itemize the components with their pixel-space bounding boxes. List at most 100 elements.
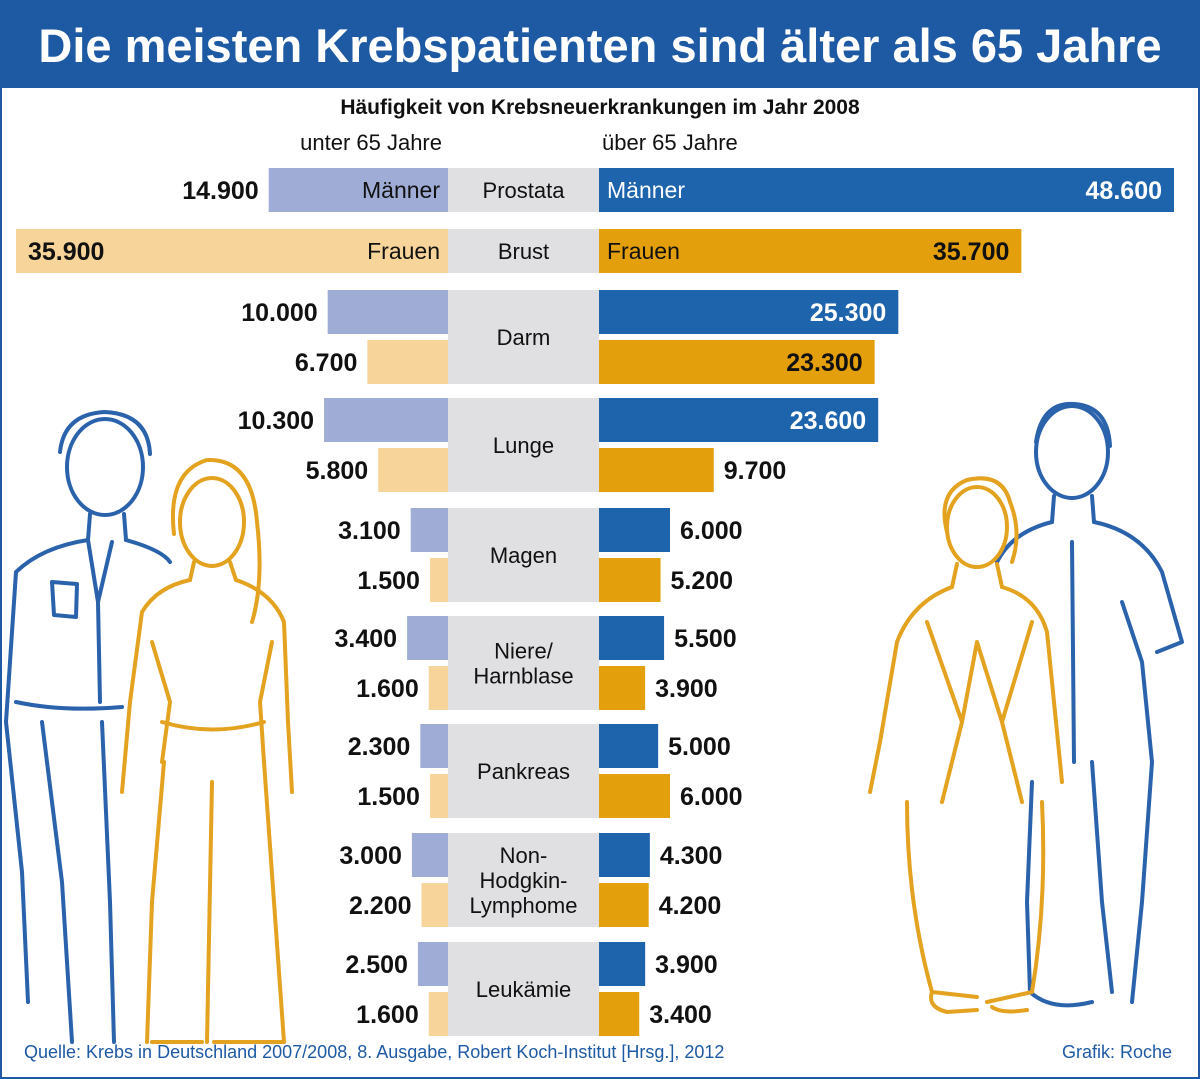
over65-value-label: 23.600 [790, 407, 866, 435]
under65-value-label: 1.600 [356, 1001, 419, 1029]
chart-subtitle: Häufigkeit von Krebsneuerkrankungen im J… [340, 96, 860, 119]
category-label: Harnblase [473, 664, 573, 689]
category-label: Brust [498, 239, 549, 264]
under65-value-label: 3.100 [338, 517, 401, 545]
under65-value-label: 14.900 [182, 177, 258, 205]
over65-value-label: 3.900 [655, 675, 718, 703]
over65-sex-label: Frauen [607, 238, 680, 264]
over65-value-label: 25.300 [810, 299, 886, 327]
under65-value-label: 2.500 [345, 951, 408, 979]
people-illustrations [4, 401, 1184, 1044]
women-under65-bar [428, 666, 448, 710]
women-under65-bar [378, 448, 448, 492]
women-over65-bar [599, 448, 714, 492]
men-under65-bar [327, 290, 448, 334]
category-band [448, 833, 599, 927]
under65-value-label: 1.500 [357, 783, 420, 811]
category-label: Prostata [483, 178, 566, 203]
category-band [448, 616, 599, 710]
category-label: Non- [500, 843, 548, 868]
men-under65-bar [420, 724, 448, 768]
women-under65-bar [429, 558, 448, 602]
under65-value-label: 2.300 [348, 733, 411, 761]
men-over65-bar [599, 616, 665, 660]
source-note: Quelle: Krebs in Deutschland 2007/2008, … [24, 1042, 725, 1062]
under65-sex-label: Frauen [367, 238, 440, 264]
over65-value-label: 6.000 [680, 783, 743, 811]
category-label: Pankreas [477, 759, 570, 784]
men-under65-bar [324, 398, 448, 442]
category-label: Darm [497, 325, 551, 350]
women-over65-bar [599, 229, 1022, 273]
bar-chart: Prostata 14.900 48.600 Männer Männer Brust 35.… [16, 168, 1174, 1036]
over65-value-label: 5.200 [671, 567, 734, 595]
men-over65-bar [599, 833, 650, 877]
women-over65-bar [599, 340, 875, 384]
under65-value-label: 1.600 [356, 675, 419, 703]
category-band [448, 229, 599, 273]
page-title: Die meisten Krebspatienten sind älter al… [38, 19, 1162, 72]
men-over65-bar [599, 168, 1174, 212]
under65-value-label: 2.200 [349, 892, 412, 920]
over65-value-label: 35.700 [933, 238, 1009, 266]
under65-value-label: 10.000 [241, 299, 317, 327]
women-under65-bar [421, 883, 448, 927]
man-young-illustration [4, 410, 172, 1044]
men-over65-bar [599, 290, 899, 334]
under65-value-label: 10.300 [238, 407, 314, 435]
men-over65-bar [599, 508, 670, 552]
over65-value-label: 3.400 [649, 1001, 712, 1029]
category-band [448, 168, 599, 212]
women-over65-bar [599, 666, 646, 710]
category-band [448, 942, 599, 1036]
under65-sex-label: Männer [362, 177, 440, 203]
right-column-header: über 65 Jahre [602, 130, 738, 155]
category-band [448, 724, 599, 818]
category-label: Lunge [493, 433, 554, 458]
category-label: Lymphome [469, 893, 577, 918]
women-under65-bar [428, 992, 448, 1036]
over65-value-label: 23.300 [786, 349, 862, 377]
under65-value-label: 35.900 [28, 238, 104, 266]
category-label: Leukämie [476, 977, 571, 1002]
women-under65-bar [429, 774, 448, 818]
women-under65-bar [16, 229, 448, 273]
women-over65-bar [599, 883, 649, 927]
category-band [448, 508, 599, 602]
category-label: Hodgkin- [479, 868, 567, 893]
under65-value-label: 5.800 [306, 457, 369, 485]
category-label: Niere/ [494, 639, 554, 664]
over65-value-label: 6.000 [680, 517, 743, 545]
title-band [2, 2, 1198, 88]
under65-value-label: 3.400 [335, 625, 398, 653]
man-old-illustration [995, 401, 1184, 1008]
over65-value-label: 5.000 [668, 733, 731, 761]
men-under65-bar [410, 508, 448, 552]
graphic-credit: Grafik: Roche [1061, 1042, 1172, 1062]
under65-value-label: 6.700 [295, 349, 358, 377]
over65-value-label: 5.500 [674, 625, 737, 653]
over65-value-label: 48.600 [1086, 177, 1162, 205]
category-band [448, 398, 599, 492]
under65-value-label: 3.000 [339, 842, 402, 870]
over65-value-label: 3.900 [655, 951, 718, 979]
women-over65-bar [599, 774, 670, 818]
category-label: Magen [490, 543, 557, 568]
category-band [448, 290, 599, 384]
woman-old-illustration [868, 476, 1064, 1014]
over65-sex-label: Männer [607, 177, 685, 203]
men-over65-bar [599, 398, 879, 442]
under65-value-label: 1.500 [357, 567, 420, 595]
woman-young-illustration [120, 457, 294, 1044]
men-under65-bar [417, 942, 448, 986]
men-under65-bar [268, 168, 448, 212]
left-column-header: unter 65 Jahre [300, 130, 442, 155]
over65-value-label: 4.300 [660, 842, 723, 870]
men-under65-bar [411, 833, 448, 877]
over65-value-label: 9.700 [724, 457, 787, 485]
women-over65-bar [599, 558, 661, 602]
over65-value-label: 4.200 [659, 892, 722, 920]
women-over65-bar [599, 992, 640, 1036]
